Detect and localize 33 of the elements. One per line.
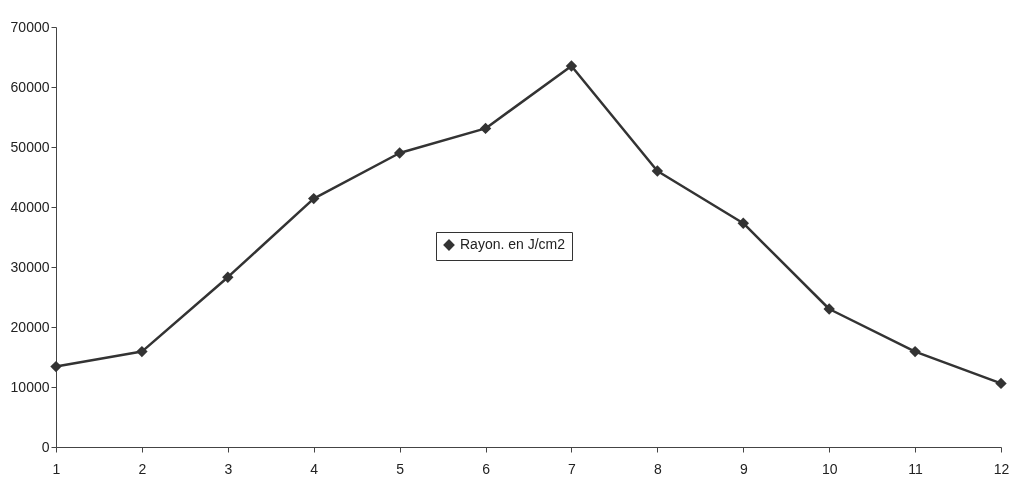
point [909, 345, 921, 358]
x-tick-label: 8 [653, 460, 662, 477]
point [995, 377, 1007, 390]
y-tick-label: 10000 [10, 378, 50, 395]
x-tick-label: 3 [224, 460, 233, 477]
point [565, 60, 578, 72]
point [737, 217, 749, 229]
x-tick-label: 2 [138, 460, 147, 477]
point [479, 122, 492, 135]
x-tick-label: 6 [482, 460, 491, 477]
y-tick-label: 40000 [10, 198, 50, 215]
x-tick-label: 11 [908, 460, 924, 477]
point [651, 165, 664, 177]
point [393, 147, 406, 159]
x-tick-label: 9 [739, 460, 748, 477]
point [222, 271, 234, 283]
legend-label: Rayon. en J/cm2 [460, 236, 566, 252]
point [136, 345, 148, 358]
x-tick-label: 10 [821, 460, 838, 477]
point [308, 192, 320, 205]
y-tick-label: 20000 [10, 318, 50, 335]
point [50, 360, 62, 373]
y-tick-label: 30000 [10, 258, 50, 275]
x-tick-label: 5 [396, 460, 405, 477]
y-tick-label: 0 [41, 438, 50, 455]
x-tick-label: 7 [568, 460, 577, 477]
y-tick-label: 70000 [10, 18, 50, 35]
point [823, 303, 835, 315]
y-tick-label: 50000 [10, 138, 50, 155]
x-tick-label: 1 [52, 460, 61, 477]
y-tick-label: 60000 [10, 78, 50, 95]
x-tick-label: 12 [993, 460, 1010, 477]
x-tick-label: 4 [310, 460, 319, 477]
